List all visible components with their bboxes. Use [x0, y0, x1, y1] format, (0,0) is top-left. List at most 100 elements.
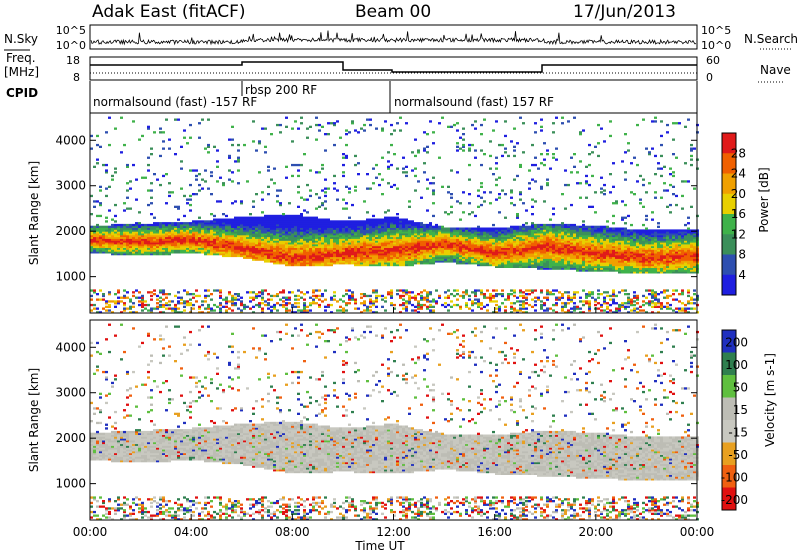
- power-cell: [300, 216, 303, 219]
- power-cell: [225, 305, 228, 308]
- power-cell: [168, 238, 171, 241]
- power-cell: [402, 238, 405, 241]
- power-cell: [291, 233, 294, 236]
- power-cell: [468, 149, 471, 152]
- power-cell: [573, 247, 576, 250]
- power-cell: [345, 229, 348, 232]
- power-cell: [333, 256, 336, 259]
- power-cell: [312, 220, 315, 223]
- power-cell: [309, 245, 312, 248]
- power-cell: [276, 240, 279, 243]
- power-cell: [105, 238, 108, 241]
- power-cell: [381, 247, 384, 250]
- power-cell: [510, 302, 513, 305]
- power-cell: [375, 238, 378, 241]
- power-cell: [393, 233, 396, 236]
- power-cell: [432, 260, 435, 263]
- power-cell: [225, 311, 228, 314]
- power-cell: [252, 205, 255, 208]
- power-cell: [177, 238, 180, 241]
- power-cell: [249, 234, 252, 238]
- power-cell: [189, 293, 192, 296]
- power-cell: [231, 143, 234, 147]
- power-cell: [396, 254, 399, 258]
- power-cell: [99, 145, 102, 148]
- power-cell: [261, 236, 264, 239]
- power-cell: [519, 251, 522, 254]
- power-cell: [117, 243, 120, 247]
- power-cell: [309, 223, 312, 227]
- power-cell: [180, 160, 183, 163]
- power-cell: [321, 231, 324, 234]
- power-cell: [513, 154, 516, 158]
- power-cell: [150, 243, 153, 247]
- power-cell: [570, 223, 573, 227]
- power-cell: [243, 303, 246, 307]
- power-cell: [240, 238, 243, 241]
- power-cell: [186, 225, 189, 228]
- power-cell: [387, 182, 390, 185]
- power-cell: [570, 171, 573, 174]
- power-cell: [258, 234, 261, 238]
- power-cell: [522, 243, 525, 247]
- power-cell: [168, 223, 171, 227]
- power-cell: [426, 247, 429, 250]
- power-cell: [141, 249, 144, 252]
- power-cell: [174, 238, 177, 241]
- power-cell: [426, 243, 429, 247]
- power-cell: [393, 236, 396, 239]
- power-cell: [510, 253, 513, 256]
- power-cell: [513, 240, 516, 243]
- power-cell: [564, 233, 567, 236]
- power-cell: [225, 227, 228, 230]
- power-cell: [315, 245, 318, 248]
- power-cell: [495, 256, 498, 259]
- power-cell: [93, 249, 96, 252]
- power-cell: [534, 254, 537, 258]
- power-cell: [357, 227, 360, 230]
- power-cell: [462, 127, 465, 130]
- power-cell: [180, 227, 183, 230]
- power-cell: [288, 242, 291, 245]
- power-cell: [561, 243, 564, 247]
- power-cell: [300, 309, 303, 312]
- power-cell: [255, 236, 258, 239]
- power-cell: [345, 253, 348, 256]
- power-cell: [555, 298, 558, 301]
- power-cell: [291, 229, 294, 232]
- power-cell: [228, 251, 231, 254]
- power-cell: [507, 247, 510, 250]
- power-cell: [357, 225, 360, 228]
- power-cell: [531, 234, 534, 238]
- power-cell: [120, 229, 123, 232]
- power-cell: [543, 238, 546, 241]
- power-cell: [150, 229, 153, 232]
- power-cell: [369, 123, 372, 127]
- power-cell: [486, 249, 489, 252]
- power-cell: [408, 249, 411, 252]
- power-cell: [531, 263, 534, 267]
- power-cell: [348, 298, 351, 301]
- power-cell: [414, 254, 417, 258]
- power-cell: [363, 227, 366, 230]
- power-cell: [264, 229, 267, 232]
- power-cell: [348, 227, 351, 230]
- power-cell: [387, 167, 390, 170]
- power-cell: [486, 236, 489, 239]
- power-cell: [102, 240, 105, 243]
- power-cell: [420, 258, 423, 261]
- power-cell: [114, 231, 117, 234]
- power-cell: [465, 233, 468, 236]
- power-cell: [489, 243, 492, 247]
- power-cell: [519, 233, 522, 236]
- power-cell: [459, 243, 462, 247]
- power-cell: [375, 242, 378, 245]
- power-cell: [519, 262, 522, 265]
- power-cell: [387, 216, 390, 219]
- power-cell: [543, 227, 546, 230]
- power-cell: [162, 303, 165, 307]
- power-cell: [96, 143, 99, 147]
- power-cell: [363, 220, 366, 223]
- power-cell: [177, 234, 180, 238]
- power-cell: [306, 251, 309, 254]
